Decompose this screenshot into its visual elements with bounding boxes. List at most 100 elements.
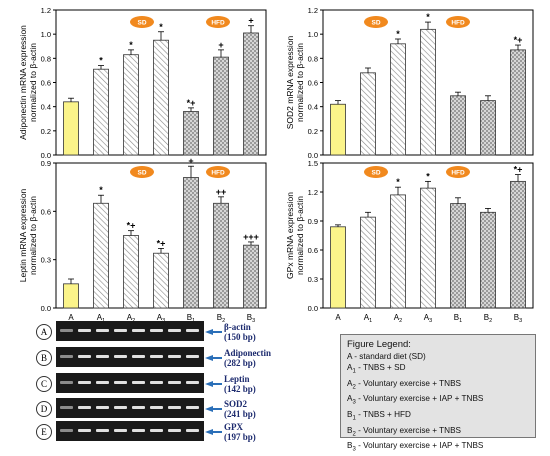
- legend-title: Figure Legend:: [347, 339, 411, 350]
- gel-strip: [56, 321, 204, 341]
- significance-label: +++: [243, 232, 259, 242]
- gel-band: [60, 329, 73, 332]
- bar-A2: [123, 235, 139, 309]
- gel-band-label: GPX (197 bp): [224, 422, 256, 442]
- y-tick-label: 0.6: [308, 79, 318, 88]
- x-tick-label: B2: [484, 313, 492, 324]
- y-tick-label: 1.2: [308, 6, 318, 15]
- bar-B2: [213, 202, 229, 309]
- bar-A2: [390, 194, 406, 309]
- gel-band: [96, 355, 109, 358]
- y-tick-label: 0.4: [41, 103, 51, 112]
- gel-band: [150, 381, 163, 384]
- group-badge-label: SD: [137, 170, 146, 177]
- y-tick-label: 0.8: [308, 54, 318, 63]
- significance-label: *: [426, 12, 430, 22]
- gel-lane-letter: D: [36, 401, 52, 417]
- gel-strip: [56, 421, 204, 441]
- group-badge-hfd: [206, 16, 230, 28]
- x-tick-label: A3: [424, 313, 432, 324]
- gel-band: [132, 355, 145, 358]
- y-tick-label: 0.8: [41, 54, 51, 63]
- gel-lane-letter: E: [36, 424, 52, 440]
- significance-label: *: [396, 177, 400, 187]
- gel-band: [186, 355, 199, 358]
- significance-label: +: [248, 16, 253, 26]
- gel-band: [186, 329, 199, 332]
- gel-band: [132, 329, 145, 332]
- gel-band: [78, 355, 91, 358]
- gel-lane-letter: B: [36, 350, 52, 366]
- bar-B3: [510, 180, 526, 309]
- y-tick-label: 1.5: [308, 159, 318, 168]
- gel-band-label: β-actin (150 bp): [224, 322, 256, 342]
- x-tick-label: B3: [247, 313, 255, 324]
- bar-A: [330, 226, 346, 309]
- gel-band: [78, 406, 91, 409]
- bar-B1: [183, 177, 199, 309]
- bar-A3: [153, 39, 169, 156]
- y-tick-label: 0.6: [41, 79, 51, 88]
- x-tick-label: A: [68, 313, 74, 322]
- group-badge-label: HFD: [451, 20, 465, 27]
- bar-A3: [420, 28, 436, 156]
- gel-band: [78, 429, 91, 432]
- gel-band: [168, 329, 181, 332]
- gel-band: [96, 429, 109, 432]
- significance-label: *: [99, 185, 103, 195]
- y-axis-label: SOD2 mRNA expressionnormalized to β-acti…: [285, 35, 305, 129]
- chart-panel-4: 0.0 0.3 0.6 0.9 1.2 1.5 GPx mRNA expressionnor…: [285, 159, 534, 313]
- legend-entry: B1 - TNBS + HFD: [347, 409, 411, 422]
- significance-label: *+: [187, 98, 196, 108]
- legend-entry: B2 - Voluntary exercise + TNBS: [347, 425, 462, 438]
- bar-A3: [420, 187, 436, 309]
- y-axis-label: Leptin mRNA expressionnormalized to β-ac…: [18, 188, 38, 282]
- gel-band: [186, 381, 199, 384]
- x-tick-label: B2: [217, 313, 225, 324]
- gel-lane-letter: A: [36, 324, 52, 340]
- bar-B3: [243, 244, 259, 309]
- bar-B1: [450, 203, 466, 309]
- y-tick-label: 1.2: [41, 6, 51, 15]
- significance-label: *: [129, 40, 133, 50]
- gel-band: [186, 429, 199, 432]
- x-tick-label: A2: [394, 313, 402, 324]
- gel-lane-letter: C: [36, 376, 52, 392]
- group-badge-hfd: [206, 166, 230, 178]
- significance-label: *+: [514, 165, 523, 175]
- gel-arrow: [205, 329, 213, 335]
- gel-band: [168, 381, 181, 384]
- significance-label: +: [218, 40, 223, 50]
- gel-arrow: [205, 429, 213, 435]
- gel-band-label: Adiponectin (282 bp): [224, 348, 272, 368]
- gel-band: [114, 381, 127, 384]
- legend-entry: A - standard diet (SD): [347, 352, 426, 361]
- group-badge-sd: [130, 166, 154, 178]
- group-badge-label: HFD: [211, 170, 225, 177]
- group-badge-label: SD: [137, 20, 146, 27]
- y-tick-label: 0.2: [308, 127, 318, 136]
- figure-legend: Figure Legend: A - standard diet (SD) A1 …: [340, 334, 536, 453]
- bar-A: [63, 101, 79, 156]
- bar-A1: [360, 216, 376, 309]
- gel-band: [150, 355, 163, 358]
- gel-band: [78, 381, 91, 384]
- y-tick-label: 0.0: [308, 304, 318, 313]
- legend-entries: A - standard diet (SD) A1 - TNBS + SD A2 -…: [347, 351, 529, 456]
- group-badge-sd: [364, 16, 388, 28]
- significance-label: *+: [157, 238, 166, 248]
- charts-figure: 0.0 0.2 0.4 0.6 0.8 1.0 1.2 Adiponectin mRNA ex…: [18, 6, 534, 324]
- gel-band: [114, 429, 127, 432]
- x-tick-label: B3: [514, 313, 522, 324]
- group-badge-sd: [130, 16, 154, 28]
- bar-A2: [123, 54, 139, 156]
- bar-B1: [450, 95, 466, 156]
- gel-band-label: SOD2 (241 bp): [224, 399, 256, 419]
- y-tick-label: 0.6: [308, 246, 318, 255]
- y-tick-label: 0.3: [308, 275, 318, 284]
- bar-A1: [93, 68, 109, 156]
- gel-band: [96, 381, 109, 384]
- chart-panel-3: 0.0 0.3 0.6 0.9 Leptin mRNA expressionnormal…: [18, 156, 267, 313]
- y-tick-label: 0.0: [41, 304, 51, 313]
- gel-arrow-shaft: [212, 408, 222, 410]
